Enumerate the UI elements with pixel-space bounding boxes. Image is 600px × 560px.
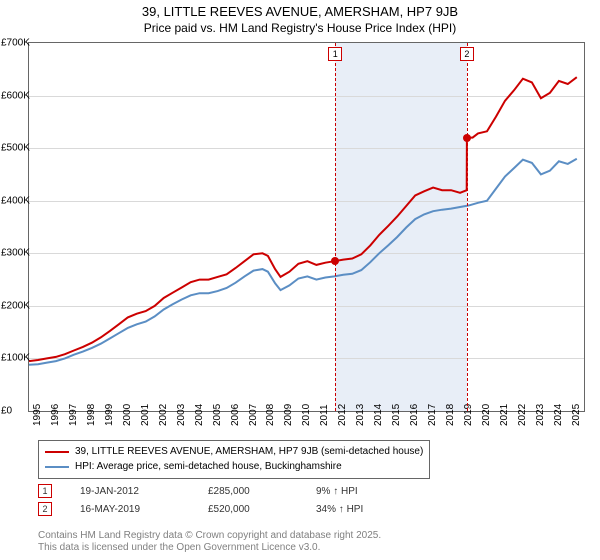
x-axis-label: 2008 bbox=[265, 404, 276, 426]
table-row: 2 16-MAY-2019 £520,000 34% ↑ HPI bbox=[38, 500, 416, 518]
legend-item: HPI: Average price, semi-detached house,… bbox=[45, 459, 423, 474]
table-row: 1 19-JAN-2012 £285,000 9% ↑ HPI bbox=[38, 482, 416, 500]
cell-price: £520,000 bbox=[208, 504, 288, 515]
chart-container: 39, LITTLE REEVES AVENUE, AMERSHAM, HP7 … bbox=[0, 0, 600, 560]
x-axis-label: 1995 bbox=[32, 404, 43, 426]
y-axis-label: £100K bbox=[1, 353, 39, 364]
cell-date: 16-MAY-2019 bbox=[80, 504, 180, 515]
x-axis-label: 2000 bbox=[122, 404, 133, 426]
transaction-table: 1 19-JAN-2012 £285,000 9% ↑ HPI 2 16-MAY… bbox=[38, 482, 416, 518]
cell-pct: 34% ↑ HPI bbox=[316, 504, 416, 515]
x-axis-label: 2010 bbox=[301, 404, 312, 426]
x-axis-label: 2013 bbox=[355, 404, 366, 426]
title-block: 39, LITTLE REEVES AVENUE, AMERSHAM, HP7 … bbox=[0, 0, 600, 35]
y-axis-label: £600K bbox=[1, 90, 39, 101]
chart-marker-dot bbox=[463, 134, 471, 142]
x-axis-label: 2018 bbox=[445, 404, 456, 426]
x-axis-label: 2015 bbox=[391, 404, 402, 426]
y-axis-label: £300K bbox=[1, 248, 39, 259]
x-axis-label: 2003 bbox=[176, 404, 187, 426]
x-axis-label: 2020 bbox=[481, 404, 492, 426]
legend-item: 39, LITTLE REEVES AVENUE, AMERSHAM, HP7 … bbox=[45, 444, 423, 459]
cell-date: 19-JAN-2012 bbox=[80, 486, 180, 497]
y-axis-label: £700K bbox=[1, 38, 39, 49]
y-axis-label: £200K bbox=[1, 300, 39, 311]
footer-line: This data is licensed under the Open Gov… bbox=[38, 542, 381, 554]
x-axis-label: 2024 bbox=[553, 404, 564, 426]
x-axis-label: 2006 bbox=[230, 404, 241, 426]
chart-marker-badge: 2 bbox=[460, 47, 474, 61]
x-axis-label: 2025 bbox=[571, 404, 582, 426]
x-axis-label: 2007 bbox=[248, 404, 259, 426]
x-axis-label: 2002 bbox=[158, 404, 169, 426]
chart-title: 39, LITTLE REEVES AVENUE, AMERSHAM, HP7 … bbox=[0, 4, 600, 19]
legend-swatch bbox=[45, 466, 69, 468]
x-axis-label: 1999 bbox=[104, 404, 115, 426]
y-axis-label: £400K bbox=[1, 195, 39, 206]
cell-price: £285,000 bbox=[208, 486, 288, 497]
x-axis-label: 2023 bbox=[535, 404, 546, 426]
x-axis-label: 1998 bbox=[86, 404, 97, 426]
legend-swatch bbox=[45, 451, 69, 453]
x-axis-label: 2014 bbox=[373, 404, 384, 426]
chart-subtitle: Price paid vs. HM Land Registry's House … bbox=[0, 21, 600, 35]
chart-marker-dot bbox=[331, 257, 339, 265]
x-axis-label: 2005 bbox=[212, 404, 223, 426]
x-axis-label: 1997 bbox=[68, 404, 79, 426]
footer-line: Contains HM Land Registry data © Crown c… bbox=[38, 530, 381, 542]
legend-label: 39, LITTLE REEVES AVENUE, AMERSHAM, HP7 … bbox=[75, 446, 423, 457]
chart-svg bbox=[29, 43, 584, 411]
x-axis-label: 2017 bbox=[427, 404, 438, 426]
x-axis-label: 2004 bbox=[194, 404, 205, 426]
y-axis-label: £500K bbox=[1, 143, 39, 154]
x-axis-label: 2021 bbox=[499, 404, 510, 426]
row-badge: 1 bbox=[38, 484, 52, 498]
x-axis-label: 2001 bbox=[140, 404, 151, 426]
row-badge: 2 bbox=[38, 502, 52, 516]
legend: 39, LITTLE REEVES AVENUE, AMERSHAM, HP7 … bbox=[38, 440, 430, 479]
footer: Contains HM Land Registry data © Crown c… bbox=[38, 530, 381, 554]
x-axis-label: 1996 bbox=[50, 404, 61, 426]
x-axis-label: 2011 bbox=[319, 404, 330, 426]
legend-label: HPI: Average price, semi-detached house,… bbox=[75, 461, 342, 472]
x-axis-label: 2012 bbox=[337, 404, 348, 426]
chart-marker-badge: 1 bbox=[328, 47, 342, 61]
x-axis-label: 2019 bbox=[463, 404, 474, 426]
x-axis-label: 2022 bbox=[517, 404, 528, 426]
x-axis-label: 2009 bbox=[283, 404, 294, 426]
cell-pct: 9% ↑ HPI bbox=[316, 486, 416, 497]
x-axis-label: 2016 bbox=[409, 404, 420, 426]
chart-plot-area: £0£100K£200K£300K£400K£500K£600K£700K199… bbox=[28, 42, 585, 412]
